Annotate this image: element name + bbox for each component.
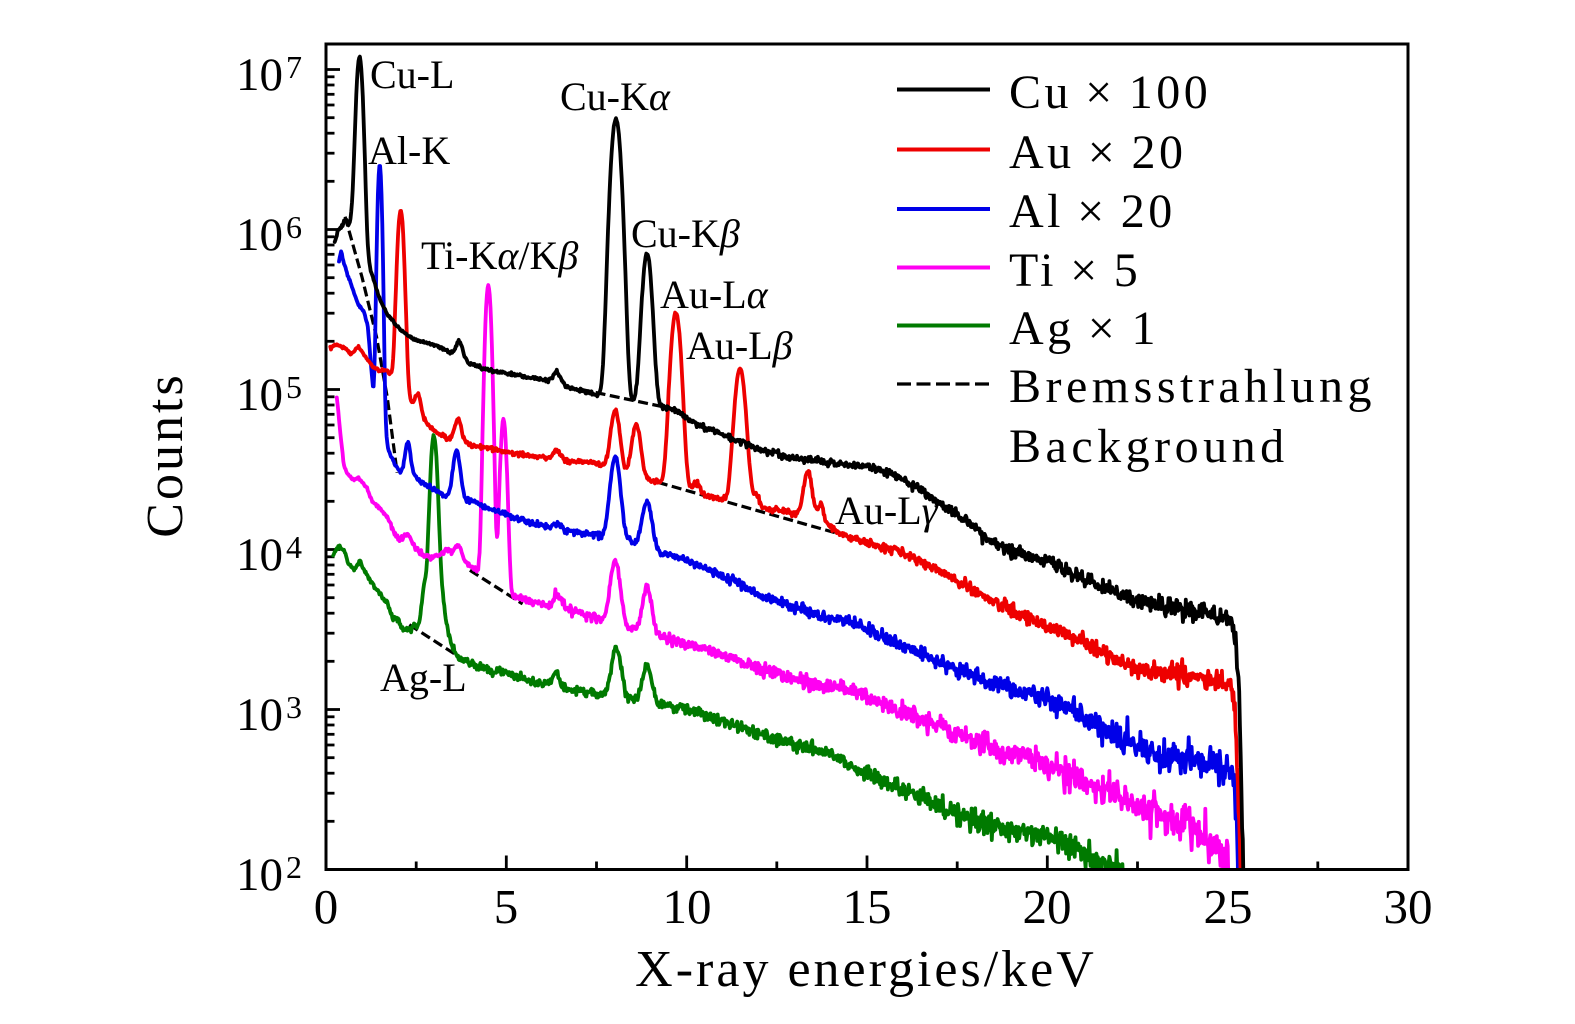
svg-text:X-ray energies/keV: X-ray energies/keV xyxy=(635,941,1097,998)
svg-text:0: 0 xyxy=(314,879,339,934)
svg-text:Cu-Kα: Cu-Kα xyxy=(560,74,671,119)
svg-text:Ti-Kα/Kβ: Ti-Kα/Kβ xyxy=(421,233,578,278)
svg-text:25: 25 xyxy=(1204,879,1253,934)
svg-text:10: 10 xyxy=(236,209,283,261)
svg-text:Ti × 5: Ti × 5 xyxy=(1009,244,1141,297)
svg-text:30: 30 xyxy=(1384,879,1433,934)
svg-text:Bremsstrahlung: Bremsstrahlung xyxy=(1009,360,1376,413)
svg-text:Ag × 1: Ag × 1 xyxy=(1009,302,1159,355)
svg-text:Au × 20: Au × 20 xyxy=(1009,126,1186,179)
svg-text:Cu × 100: Cu × 100 xyxy=(1009,66,1211,119)
svg-text:10: 10 xyxy=(236,49,283,101)
svg-text:10: 10 xyxy=(663,879,712,934)
svg-text:Au-Lα: Au-Lα xyxy=(660,272,769,317)
svg-text:10: 10 xyxy=(236,529,283,581)
svg-text:10: 10 xyxy=(236,849,283,901)
svg-text:Cu-Kβ: Cu-Kβ xyxy=(631,211,740,256)
svg-text:Au-Lγ: Au-Lγ xyxy=(835,488,939,533)
svg-text:5: 5 xyxy=(286,369,302,405)
svg-text:Background: Background xyxy=(1009,420,1289,473)
svg-text:Ag-L: Ag-L xyxy=(380,655,467,700)
svg-text:Al-K: Al-K xyxy=(368,128,450,173)
svg-text:7: 7 xyxy=(286,49,302,85)
svg-text:20: 20 xyxy=(1023,879,1072,934)
svg-text:Counts: Counts xyxy=(137,372,194,537)
svg-text:2: 2 xyxy=(286,849,302,885)
svg-text:10: 10 xyxy=(236,369,283,421)
svg-text:6: 6 xyxy=(286,209,302,245)
svg-text:15: 15 xyxy=(843,879,892,934)
svg-text:3: 3 xyxy=(286,689,302,725)
svg-text:Au-Lβ: Au-Lβ xyxy=(686,323,793,368)
svg-text:Cu-L: Cu-L xyxy=(370,52,454,97)
svg-text:4: 4 xyxy=(286,529,302,565)
svg-text:5: 5 xyxy=(494,879,519,934)
svg-text:Al × 20: Al × 20 xyxy=(1009,185,1176,238)
svg-text:10: 10 xyxy=(236,689,283,741)
